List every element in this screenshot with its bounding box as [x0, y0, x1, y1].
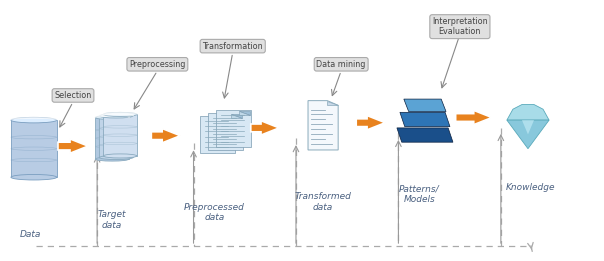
Text: Transformed
data: Transformed data [295, 192, 352, 212]
Polygon shape [397, 128, 453, 142]
Ellipse shape [95, 115, 129, 120]
Text: Data: Data [20, 230, 42, 239]
Text: Interpretation
Evaluation: Interpretation Evaluation [432, 17, 487, 36]
Text: Preprocessing: Preprocessing [129, 60, 185, 69]
FancyBboxPatch shape [208, 113, 243, 150]
Text: Transformation: Transformation [202, 41, 263, 51]
FancyBboxPatch shape [200, 116, 236, 153]
Polygon shape [356, 116, 385, 130]
Polygon shape [327, 101, 338, 105]
Text: Patterns/
Models: Patterns/ Models [399, 185, 440, 204]
Polygon shape [239, 111, 250, 115]
Polygon shape [308, 101, 338, 150]
Polygon shape [507, 105, 549, 120]
FancyBboxPatch shape [216, 110, 251, 147]
Polygon shape [239, 111, 250, 115]
Polygon shape [223, 116, 234, 121]
Ellipse shape [95, 157, 129, 161]
Bar [103, 114, 137, 156]
Polygon shape [223, 116, 234, 121]
Bar [11, 120, 57, 177]
Polygon shape [522, 120, 534, 134]
Text: Selection: Selection [54, 91, 92, 100]
Text: Data mining: Data mining [316, 60, 366, 69]
Polygon shape [400, 112, 450, 127]
Ellipse shape [99, 156, 133, 159]
Polygon shape [251, 121, 279, 135]
Polygon shape [507, 120, 549, 149]
Ellipse shape [11, 174, 57, 180]
Text: Knowledge: Knowledge [506, 183, 556, 192]
Polygon shape [231, 114, 242, 118]
Bar [95, 117, 129, 159]
Polygon shape [58, 139, 88, 153]
Ellipse shape [103, 154, 137, 158]
Ellipse shape [103, 112, 137, 116]
Text: Target
data: Target data [98, 210, 126, 230]
Bar [99, 116, 133, 157]
Polygon shape [404, 99, 446, 111]
Polygon shape [455, 110, 492, 125]
Polygon shape [152, 129, 180, 143]
Polygon shape [231, 114, 242, 118]
Ellipse shape [11, 117, 57, 123]
Text: Preprocessed
data: Preprocessed data [184, 203, 245, 222]
Ellipse shape [99, 114, 133, 118]
